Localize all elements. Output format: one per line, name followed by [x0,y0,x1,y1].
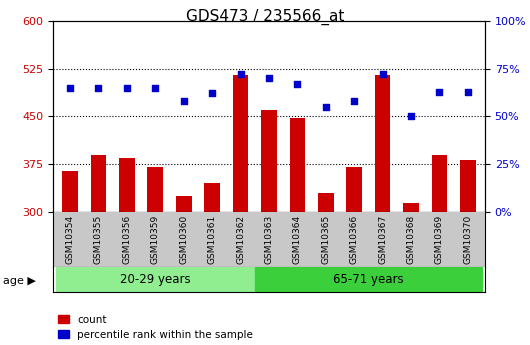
Bar [62,171,78,212]
Bar [403,203,419,212]
Text: GSM10362: GSM10362 [236,215,245,264]
Text: GSM10370: GSM10370 [463,215,472,264]
Point [236,71,245,77]
Text: GSM10369: GSM10369 [435,215,444,264]
Text: GSM10363: GSM10363 [264,215,273,264]
Text: GSM10355: GSM10355 [94,215,103,264]
Text: GSM10368: GSM10368 [407,215,416,264]
Bar [233,75,249,212]
Text: GDS473 / 235566_at: GDS473 / 235566_at [186,9,344,25]
Point [94,85,103,90]
Point [378,71,387,77]
Point [435,89,444,94]
Point [264,75,273,81]
Bar [375,75,391,212]
Bar [176,196,191,212]
Bar [289,118,305,212]
Text: age ▶: age ▶ [3,276,36,286]
Bar [56,267,255,292]
Text: GSM10366: GSM10366 [350,215,359,264]
Point [464,89,472,94]
Point [350,98,358,104]
Legend: count, percentile rank within the sample: count, percentile rank within the sample [58,315,253,340]
Text: GSM10365: GSM10365 [321,215,330,264]
Text: GSM10364: GSM10364 [293,215,302,264]
Text: GSM10367: GSM10367 [378,215,387,264]
Bar [460,160,476,212]
Bar [119,158,135,212]
Text: GSM10361: GSM10361 [208,215,217,264]
Bar [147,167,163,212]
Point [208,91,216,96]
Point [122,85,131,90]
Text: 65-71 years: 65-71 years [333,273,404,286]
Text: GSM10359: GSM10359 [151,215,160,264]
Text: GSM10360: GSM10360 [179,215,188,264]
Bar [431,155,447,212]
Point [66,85,74,90]
Text: 20-29 years: 20-29 years [120,273,191,286]
Bar [261,110,277,212]
Point [151,85,160,90]
Bar [91,155,107,212]
Bar [347,167,362,212]
Point [407,114,416,119]
Bar [205,184,220,212]
Bar [318,193,333,212]
Point [322,104,330,110]
Text: GSM10356: GSM10356 [122,215,131,264]
Text: GSM10354: GSM10354 [66,215,75,264]
Bar [255,267,482,292]
Point [180,98,188,104]
Point [293,81,302,87]
